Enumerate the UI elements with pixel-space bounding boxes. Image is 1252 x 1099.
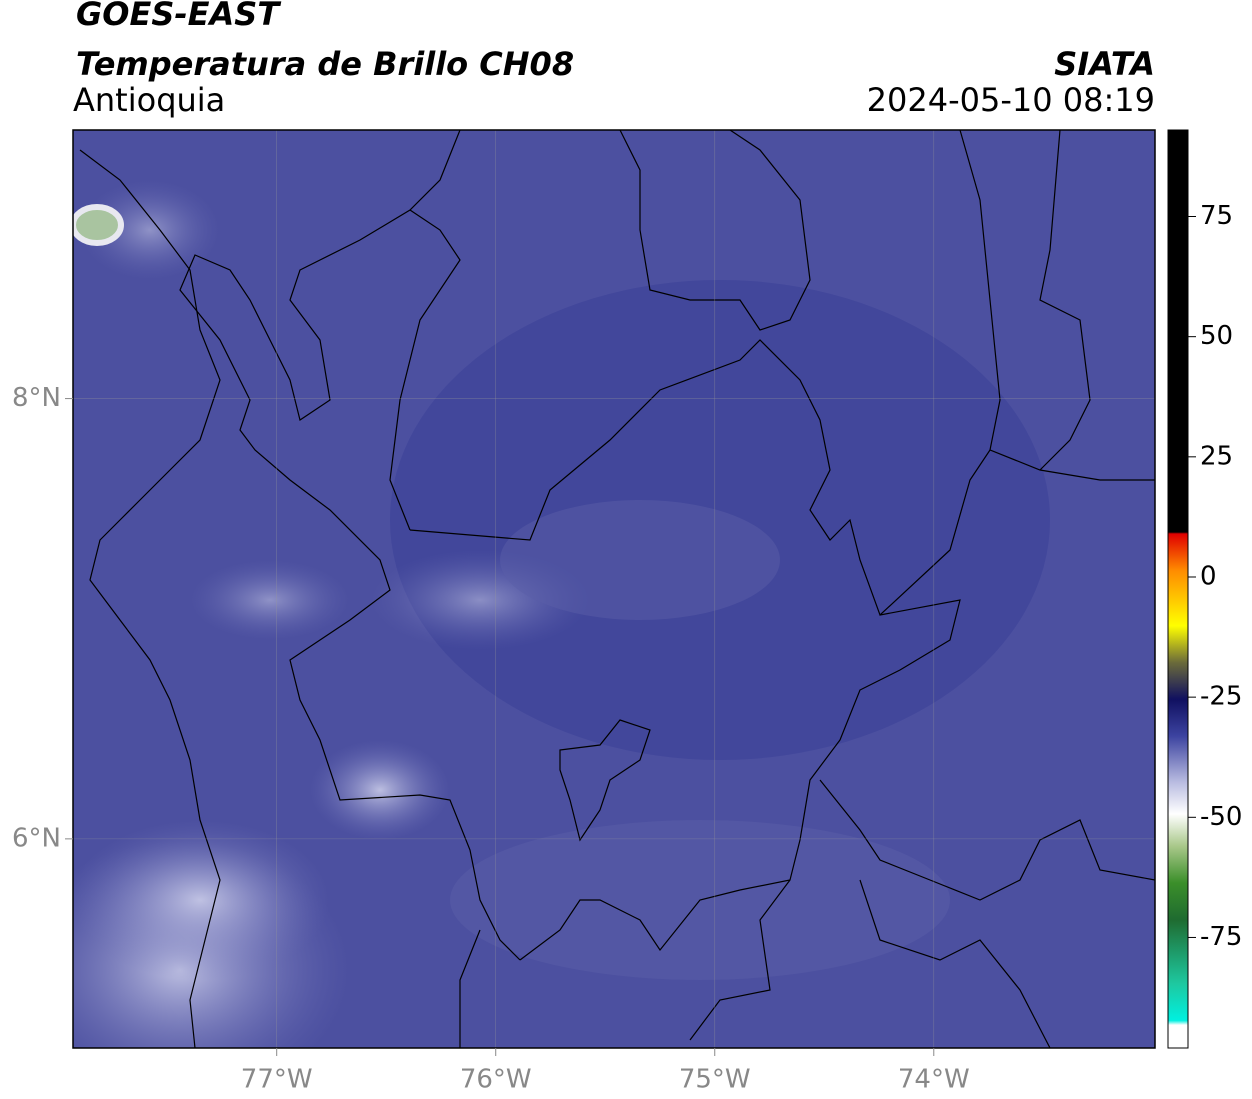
region: Antioquia [73,81,225,119]
colorbar-tick-label: 25 [1200,441,1233,471]
title: GOES-EAST [76,0,281,33]
x-tick-label: 75°W [679,1065,751,1095]
coastline [179,130,521,961]
warm-region [80,180,220,280]
y-tick-label: 8°N [12,383,61,413]
department-border [409,339,1155,617]
x-tick-label: 77°W [241,1065,313,1095]
map-area [73,130,1155,1048]
colorbar-tick-label: 0 [1200,561,1217,591]
x-tick-label: 76°W [460,1065,532,1095]
subtitle: Temperatura de Brillo CH08 [76,45,574,83]
colorbar-tick-label: -25 [1200,682,1242,712]
warm-region [190,560,350,640]
source: SIATA [1054,45,1155,83]
region-shade [500,500,780,620]
colorbar-tick-label: 50 [1200,321,1233,351]
map-frame [72,129,1156,1049]
colorbar-tick-label: -75 [1200,922,1242,952]
coastline [79,149,221,1048]
department-border [959,130,1091,471]
warm-region [310,740,450,840]
x-tick-label: 74°W [898,1065,970,1095]
datetime: 2024-05-10 08:19 [867,81,1155,119]
department-border [619,130,811,331]
y-tick-label: 6°N [12,823,61,853]
department-border [819,779,1155,901]
colorbar-tick-label: 75 [1200,201,1233,231]
municipality-border [559,719,651,842]
department-border [459,879,1051,1048]
warm-spot [73,204,124,246]
colorbar-tick-label: -50 [1200,802,1242,832]
warm-region [73,820,330,980]
colorbar [1167,129,1189,1049]
department-border [389,209,461,531]
